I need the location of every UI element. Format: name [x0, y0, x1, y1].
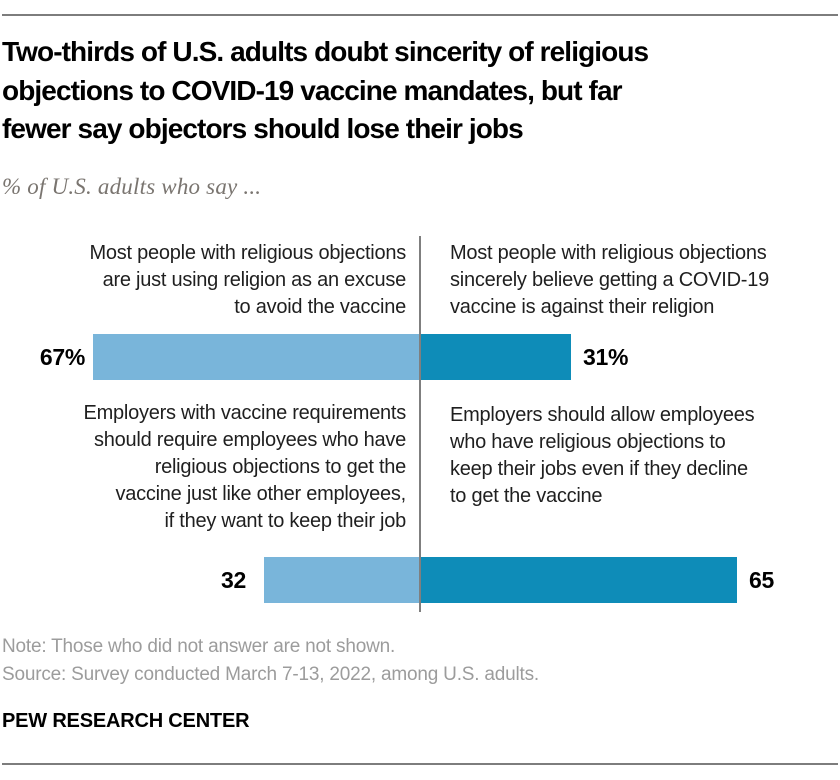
chart-title: Two-thirds of U.S. adults doubt sincerit… [2, 36, 649, 144]
brand-footer: PEW RESEARCH CENTER [2, 710, 250, 732]
statement-row1-left: Most people with religious objections ar… [89, 242, 407, 318]
statement-row2-left: Employers with vaccine requirements shou… [83, 402, 407, 532]
value-label-row2-right: 65 [749, 567, 774, 593]
value-label-row1-left: 67% [39, 344, 85, 370]
bottom-rule [2, 763, 838, 765]
source-text: Source: Survey conducted March 7-13, 202… [2, 664, 539, 685]
statement-row1-right: Most people with religious objections si… [450, 242, 769, 318]
bar-row2-left [264, 557, 420, 603]
note-text: Note: Those who did not answer are not s… [2, 636, 396, 657]
center-divider-line [419, 236, 421, 612]
top-rule [2, 14, 838, 16]
chart-subtitle: % of U.S. adults who say ... [2, 174, 262, 199]
value-label-row2-left: 32 [221, 567, 246, 593]
value-label-row1-right: 31% [583, 344, 629, 370]
footnotes: Note: Those who did not answer are not s… [2, 633, 539, 689]
bar-row1-left [93, 334, 420, 380]
bar-row2-right [420, 557, 737, 603]
bar-row1-right [420, 334, 571, 380]
statement-row2-right: Employers should allow employees who hav… [450, 404, 755, 507]
